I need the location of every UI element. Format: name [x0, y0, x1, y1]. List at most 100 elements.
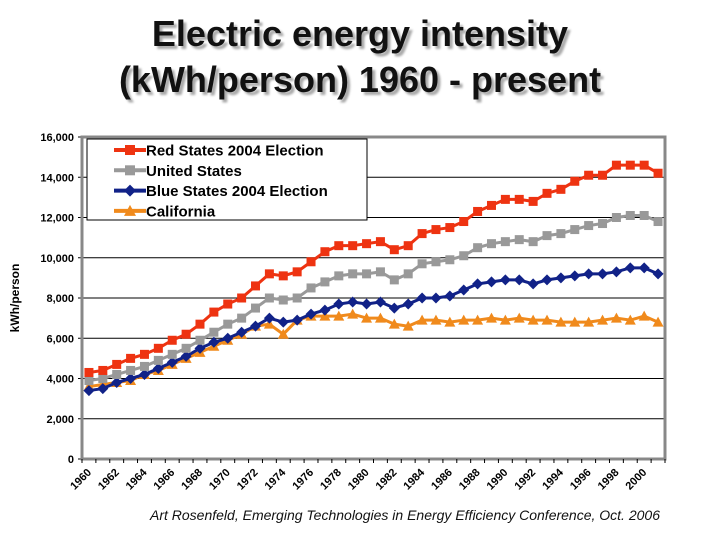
data-point: [514, 194, 524, 204]
data-point: [473, 206, 483, 216]
data-point: [653, 217, 663, 227]
y-tick-label: 14,000: [40, 172, 74, 184]
data-point: [167, 349, 177, 359]
chart-title-line1: Electric energy intensity: [151, 13, 569, 54]
y-tick-label: 10,000: [40, 253, 74, 265]
data-point: [652, 268, 664, 280]
data-point: [486, 239, 496, 249]
data-point: [278, 295, 288, 305]
data-point: [485, 312, 497, 323]
data-point: [430, 314, 442, 325]
x-tick-label: 1970: [207, 467, 233, 493]
data-point: [639, 160, 649, 170]
data-point: [194, 342, 206, 354]
data-point: [347, 296, 359, 308]
data-point: [333, 310, 345, 321]
x-tick-label: 1992: [512, 467, 538, 493]
x-tick-label: 1968: [179, 467, 205, 493]
x-tick-label: 1964: [124, 466, 150, 492]
data-point: [292, 293, 302, 303]
data-point: [237, 313, 247, 323]
legend-label: United States: [146, 163, 242, 180]
data-point: [84, 367, 94, 377]
data-point: [416, 292, 428, 304]
data-point: [152, 362, 164, 374]
data-point: [195, 319, 205, 329]
data-point: [98, 374, 108, 383]
data-point: [348, 269, 358, 279]
data-point: [638, 310, 650, 321]
data-point: [611, 160, 621, 170]
data-point: [291, 314, 303, 326]
data-point: [374, 296, 386, 308]
data-point: [251, 303, 261, 313]
data-point: [542, 188, 552, 198]
data-point: [444, 290, 456, 302]
data-point: [180, 350, 192, 362]
data-point: [416, 314, 428, 325]
data-point: [111, 377, 123, 389]
data-point: [485, 276, 497, 288]
legend-label: California: [146, 203, 216, 220]
data-point: [389, 275, 399, 285]
data-point: [139, 361, 149, 371]
data-point: [652, 316, 664, 327]
x-tick-label: 1982: [374, 467, 400, 493]
data-point: [459, 217, 469, 227]
data-point: [431, 225, 441, 235]
data-point: [598, 219, 608, 229]
data-point: [251, 281, 261, 291]
x-tick-label: 2000: [624, 467, 650, 493]
legend-label: Red States 2004 Election: [146, 143, 324, 160]
data-point: [459, 251, 469, 261]
x-tick-label: 1960: [68, 467, 94, 493]
data-point: [263, 318, 275, 329]
y-tick-label: 16,000: [40, 132, 74, 144]
data-point: [430, 292, 442, 304]
series-united-states: [84, 210, 663, 386]
data-point: [556, 229, 566, 239]
data-point: [388, 318, 400, 329]
data-point: [126, 353, 136, 363]
x-tick-label: 1998: [596, 467, 622, 493]
data-point: [277, 328, 289, 339]
data-point: [653, 168, 663, 178]
data-point: [153, 343, 163, 353]
data-point: [208, 336, 220, 348]
data-point: [278, 271, 288, 281]
data-point: [444, 316, 456, 327]
data-point: [319, 304, 331, 316]
data-point: [125, 165, 135, 176]
data-point: [334, 241, 344, 251]
data-point: [138, 368, 150, 380]
data-point: [319, 310, 331, 321]
data-point: [597, 268, 609, 280]
data-point: [277, 316, 289, 328]
data-point: [195, 335, 205, 345]
x-tick-label: 1972: [235, 467, 261, 493]
series-red-states-2004-election: [84, 160, 663, 377]
data-point: [638, 262, 650, 274]
data-point: [527, 278, 539, 290]
data-point: [362, 269, 372, 279]
data-point: [181, 329, 191, 339]
x-tick-label: 1996: [568, 467, 594, 493]
data-point: [431, 257, 441, 267]
data-point: [458, 284, 470, 296]
x-tick-label: 1962: [96, 467, 122, 493]
data-point: [584, 221, 594, 231]
data-point: [250, 320, 262, 332]
data-point: [223, 319, 233, 329]
data-point: [362, 239, 372, 249]
data-point: [472, 314, 484, 325]
legend-label: Blue States 2004 Election: [146, 183, 328, 200]
x-tick-label: 1976: [290, 467, 316, 493]
y-tick-label: 8,000: [46, 293, 74, 305]
data-point: [555, 316, 567, 327]
y-tick-label: 0: [68, 454, 74, 466]
data-point: [417, 229, 427, 239]
x-tick-label: 1990: [485, 467, 511, 493]
data-point: [236, 326, 248, 338]
data-point: [126, 365, 136, 375]
